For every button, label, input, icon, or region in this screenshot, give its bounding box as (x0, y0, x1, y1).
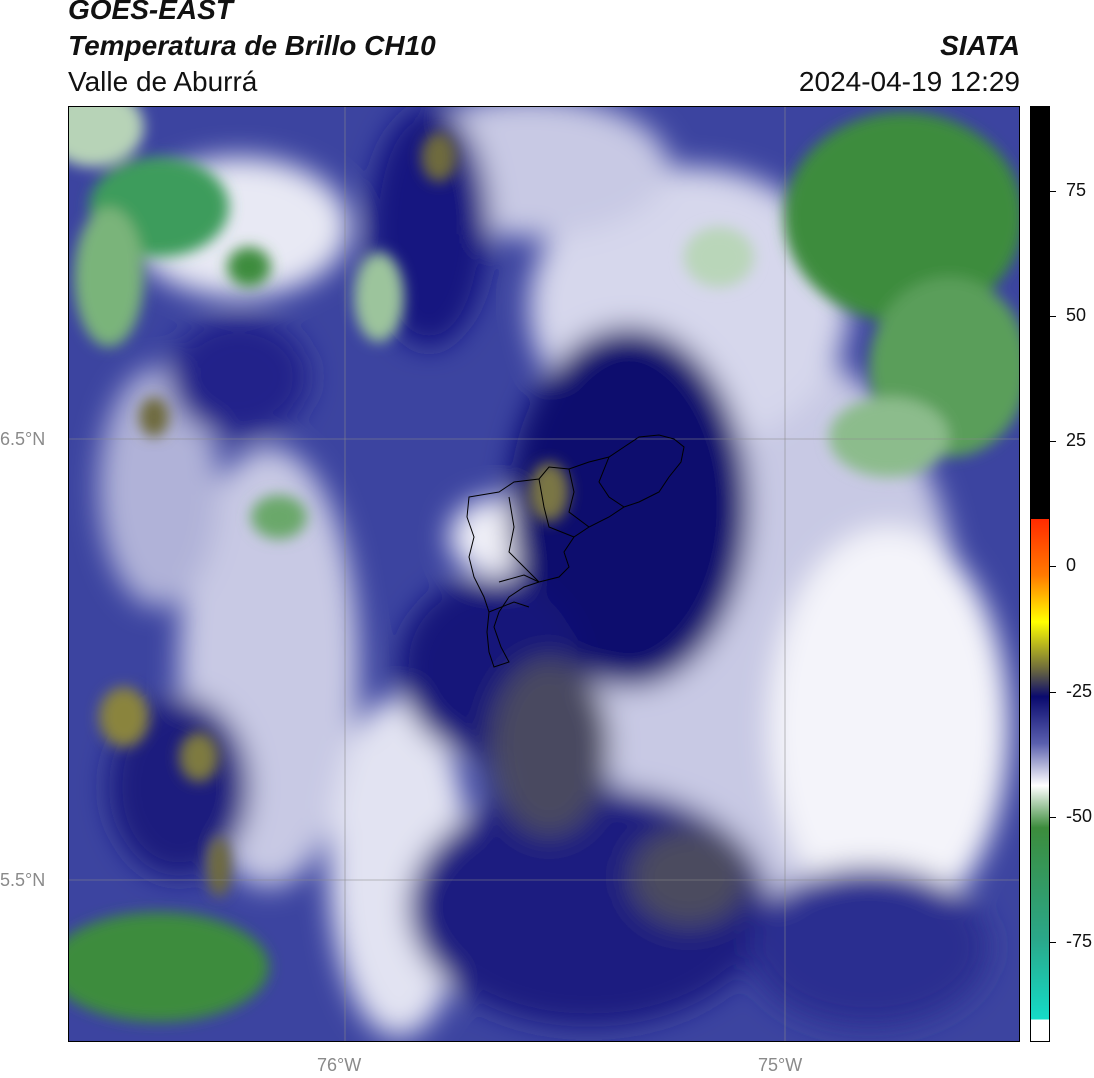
municipality-line (538, 478, 575, 538)
colorbar-gradient (1031, 107, 1049, 1041)
colorbar-tick-mark (1050, 566, 1056, 568)
colorbar-tick-label: 25 (1066, 430, 1087, 451)
colorbar-tick-label: 75 (1066, 180, 1087, 201)
municipality-line (488, 601, 530, 613)
municipal-boundaries (466, 434, 685, 668)
municipality-line (568, 468, 590, 528)
cloud-field (99, 107, 1009, 1037)
timestamp-label: 2024-04-19 12:29 (798, 66, 1020, 97)
colorbar-tick-label: 50 (1066, 305, 1087, 326)
product-title: Temperatura de Brillo CH10 (68, 30, 436, 61)
region-subtitle: Valle de Aburrá (68, 66, 258, 97)
colorbar-tick-mark (1050, 191, 1056, 193)
colorbar-tick-mark (1050, 316, 1056, 318)
lat-label-5-5n: 5.5°N (0, 870, 46, 890)
satellite-title: GOES-EAST (68, 0, 233, 25)
municipality-line (598, 456, 625, 508)
colorbar-tick-label: -50 (1066, 805, 1093, 826)
municipality-line (498, 574, 540, 583)
agency-label: SIATA (940, 30, 1020, 61)
municipality-line (508, 496, 540, 583)
colorbar-tick-mark (1050, 816, 1056, 818)
colorbar-tick-mark (1050, 691, 1056, 693)
map-canvas (69, 107, 1019, 1041)
colorbar-tick-mark (1050, 941, 1056, 943)
colorbar-tick-label: -75 (1066, 930, 1093, 951)
colorbar-tick-label: 0 (1066, 555, 1077, 576)
warm-green-regions (69, 107, 1019, 1022)
colorbar-tick-label: -25 (1066, 680, 1093, 701)
lat-label-6-5n: 6.5°N (0, 429, 46, 449)
brightness-temperature-map[interactable] (68, 106, 1020, 1042)
cold-cloud-tops (99, 132, 569, 897)
colorbar (1030, 106, 1050, 1042)
colorbar-tick-mark (1050, 441, 1056, 443)
lon-label-75w: 75°W (758, 1055, 803, 1075)
lon-label-76w: 76°W (317, 1055, 362, 1075)
